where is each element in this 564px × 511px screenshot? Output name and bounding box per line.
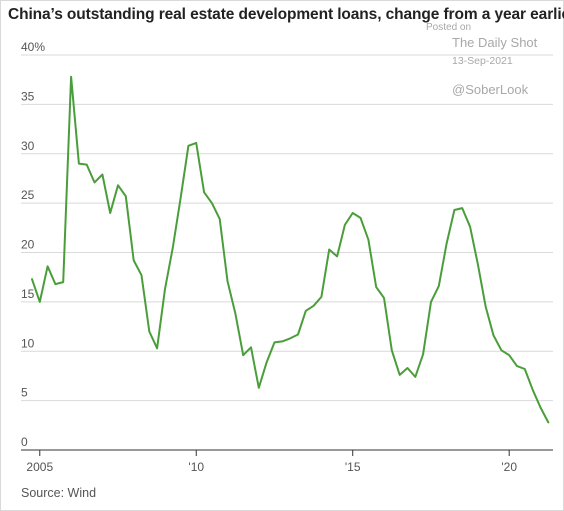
x-tick-label-3: '20 — [501, 460, 517, 474]
watermark-date: 13-Sep-2021 — [452, 55, 513, 67]
y-tick-label-2: 30 — [21, 139, 35, 153]
x-axis: 2005 '10 '15 '20 — [21, 449, 553, 474]
grid-lines — [21, 54, 553, 402]
chart-title: China’s outstanding real estate developm… — [8, 6, 564, 23]
y-tick-label-3: 25 — [21, 188, 35, 202]
y-tick-label-7: 5 — [21, 386, 28, 400]
source-note: Source: Wind — [21, 486, 97, 500]
watermark-posted: Posted on — [426, 22, 472, 33]
y-tick-label-1: 35 — [21, 89, 35, 103]
watermark-site: The Daily Shot — [452, 35, 538, 50]
x-tick-label-0: 2005 — [26, 460, 53, 474]
watermark-handle: @SoberLook — [452, 82, 529, 97]
y-tick-label-5: 15 — [21, 287, 35, 301]
y-axis-labels: 40% 35 30 25 20 15 10 5 0 — [21, 40, 45, 449]
x-tick-label-2: '15 — [345, 460, 361, 474]
y-tick-label-4: 20 — [21, 238, 35, 252]
y-tick-label-0: 40% — [21, 40, 45, 54]
series-group — [31, 75, 550, 424]
y-tick-label-8: 0 — [21, 435, 28, 449]
y-tick-label-6: 10 — [21, 336, 35, 350]
series-line-0 — [31, 75, 550, 424]
x-tick-label-1: '10 — [188, 460, 204, 474]
